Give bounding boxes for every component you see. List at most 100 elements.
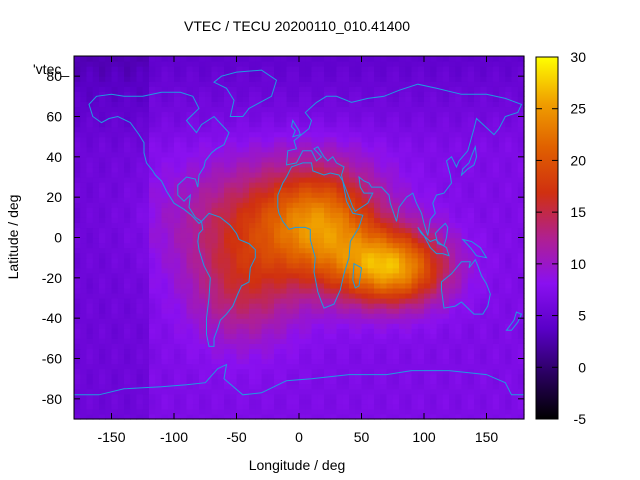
heatmap-cell: [86, 151, 94, 158]
heatmap-cell: [474, 282, 481, 289]
heatmap-cell: [167, 328, 175, 334]
heatmap-cell: [317, 333, 325, 339]
heatmap-cell: [442, 207, 450, 213]
heatmap-cell: [180, 146, 188, 153]
heatmap-cell: [192, 247, 200, 254]
heatmap-cell: [442, 282, 450, 289]
heatmap-cell: [155, 358, 163, 365]
heatmap-cell: [305, 368, 313, 375]
heatmap-cell: [517, 408, 525, 415]
heatmap-cell: [455, 398, 463, 405]
heatmap-cell: [324, 202, 331, 208]
heatmap-cell: [124, 413, 131, 420]
heatmap-cell: [517, 197, 525, 203]
heatmap-cell: [436, 333, 444, 339]
heatmap-cell: [442, 131, 450, 138]
heatmap-cell: [392, 222, 400, 229]
heatmap-cell: [224, 76, 231, 82]
heatmap-cell: [517, 252, 525, 259]
heatmap-cell: [117, 338, 125, 344]
heatmap-cell: [492, 353, 500, 360]
heatmap-cell: [211, 151, 219, 158]
heatmap-cell: [492, 313, 500, 319]
heatmap-cell: [355, 116, 363, 123]
heatmap-cell: [505, 101, 513, 108]
heatmap-cell: [274, 76, 281, 82]
heatmap-cell: [242, 156, 250, 163]
heatmap-cell: [417, 413, 425, 420]
heatmap-cell: [105, 111, 113, 118]
heatmap-cell: [192, 383, 200, 390]
heatmap-cell: [336, 126, 344, 133]
heatmap-cell: [386, 111, 394, 118]
heatmap-cell: [499, 292, 506, 299]
heatmap-cell: [267, 388, 275, 395]
heatmap-cell: [224, 413, 231, 420]
heatmap-cell: [155, 398, 163, 405]
heatmap-cell: [249, 272, 256, 279]
heatmap-cell: [174, 343, 181, 350]
heatmap-cell: [405, 156, 413, 163]
heatmap-cell: [380, 252, 388, 259]
heatmap-cell: [236, 156, 244, 163]
heatmap-cell: [261, 217, 269, 223]
heatmap-cell: [424, 131, 431, 138]
heatmap-cell: [192, 363, 200, 370]
heatmap-cell: [186, 282, 194, 289]
heatmap-cell: [405, 393, 413, 400]
heatmap-cell: [249, 252, 256, 259]
heatmap-cell: [286, 182, 294, 188]
heatmap-cell: [517, 86, 525, 92]
heatmap-cell: [217, 207, 225, 213]
heatmap-cell: [411, 303, 419, 309]
heatmap-cell: [392, 328, 400, 334]
heatmap-cell: [305, 252, 313, 259]
heatmap-cell: [286, 76, 294, 82]
heatmap-cell: [117, 408, 125, 415]
heatmap-cell: [111, 126, 119, 133]
heatmap-cell: [255, 136, 263, 143]
heatmap-cell: [149, 207, 156, 213]
heatmap-cell: [174, 161, 181, 168]
heatmap-cell: [286, 388, 294, 395]
heatmap-cell: [224, 353, 231, 360]
heatmap-cell: [124, 187, 131, 193]
heatmap-cell: [367, 151, 375, 158]
heatmap-cell: [374, 358, 381, 365]
heatmap-cell: [336, 217, 344, 223]
heatmap-cell: [380, 267, 388, 274]
heatmap-cell: [99, 151, 106, 158]
heatmap-cell: [217, 171, 225, 178]
heatmap-cell: [292, 403, 300, 410]
heatmap-cell: [374, 116, 381, 123]
heatmap-cell: [136, 338, 144, 344]
heatmap-cell: [455, 126, 463, 133]
heatmap-cell: [255, 116, 263, 123]
heatmap-cell: [167, 111, 175, 118]
heatmap-cell: [436, 111, 444, 118]
heatmap-cell: [149, 282, 156, 289]
heatmap-cell: [155, 338, 163, 344]
heatmap-cell: [436, 156, 444, 163]
heatmap-cell: [380, 86, 388, 92]
heatmap-cell: [280, 373, 288, 380]
heatmap-cell: [380, 177, 388, 183]
heatmap-cell: [174, 373, 181, 380]
heatmap-cell: [436, 106, 444, 113]
heatmap-cell: [136, 126, 144, 133]
heatmap-cell: [117, 328, 125, 334]
heatmap-cell: [480, 96, 488, 102]
heatmap-cell: [430, 156, 438, 163]
heatmap-cell: [136, 393, 144, 400]
heatmap-cell: [174, 272, 181, 279]
heatmap-cell: [236, 292, 244, 299]
heatmap-cell: [167, 343, 175, 350]
heatmap-cell: [211, 71, 219, 77]
heatmap-cell: [480, 308, 488, 314]
heatmap-cell: [186, 368, 194, 375]
heatmap-cell: [455, 282, 463, 289]
heatmap-cell: [511, 388, 519, 395]
heatmap-cell: [467, 232, 475, 239]
heatmap-cell: [255, 323, 263, 329]
heatmap-cell: [449, 353, 456, 360]
